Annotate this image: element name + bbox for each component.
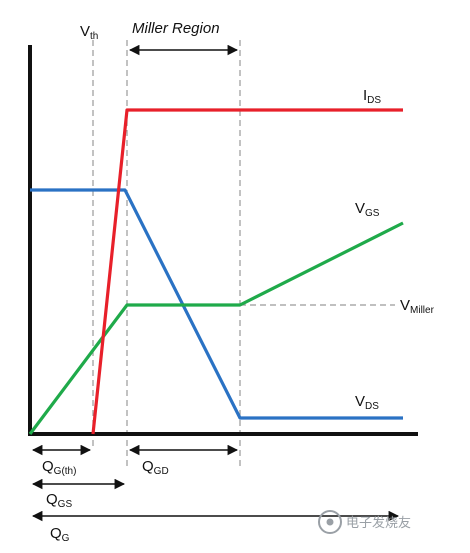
vgs-curve (28, 221, 404, 435)
ids-label: IDS (363, 87, 381, 106)
ids-curve (91, 108, 403, 435)
watermark-logo: 电子发烧友 (318, 510, 411, 534)
qg-label: QG (50, 525, 70, 544)
vmiller-label: VMiller (400, 297, 435, 316)
qgs-label: QGS (46, 491, 72, 510)
vds-label: VDS (355, 393, 379, 412)
miller-region-label: Miller Region (132, 20, 220, 37)
qgd-label: QGD (142, 458, 169, 477)
qgth-label: QG(th) (42, 458, 76, 477)
watermark-text: 电子发烧友 (346, 515, 411, 531)
vgs-label: VGS (355, 200, 380, 219)
watermark-icon-dot (326, 518, 334, 526)
watermark-icon (318, 510, 342, 534)
vth-label: Vth (80, 23, 98, 42)
